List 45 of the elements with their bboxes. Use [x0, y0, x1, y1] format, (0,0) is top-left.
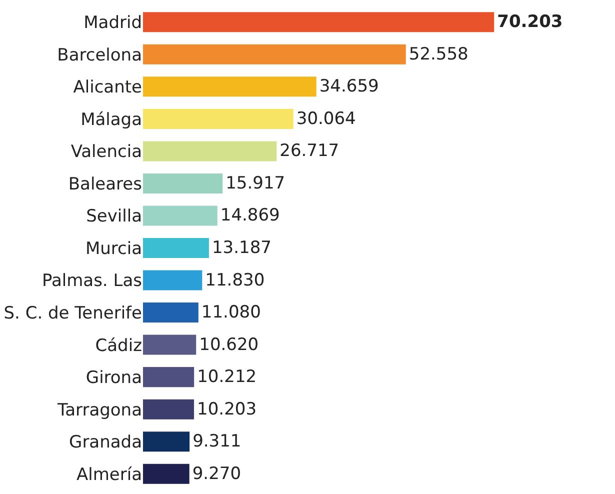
bar [143, 464, 190, 484]
data-label: 10.203 [197, 399, 257, 420]
data-label: 13.187 [212, 238, 272, 258]
data-label: 52.558 [408, 44, 468, 64]
data-label: 26.717 [280, 141, 340, 162]
bar [143, 399, 194, 420]
y-tick-label: Murcia [85, 238, 142, 259]
y-tick-label: Alicante [73, 78, 142, 98]
data-label: 11.080 [201, 302, 261, 323]
bar [143, 302, 198, 323]
y-tick-label: Málaga [80, 110, 142, 130]
y-tick-label: Cádiz [95, 336, 142, 356]
bar [143, 334, 196, 355]
bar [143, 270, 202, 290]
bar [143, 76, 316, 97]
bar [143, 108, 294, 129]
data-label: 15.917 [226, 173, 286, 194]
data-label: 9.270 [192, 464, 242, 484]
data-label: 34.659 [319, 76, 379, 97]
y-tick-label: Barcelona [57, 45, 142, 66]
y-tick-label: Baleares [68, 174, 142, 194]
y-tick-label: Granada [69, 432, 142, 453]
y-tick-label: S. C. de Tenerife [4, 303, 142, 324]
y-tick-label: Girona [86, 368, 142, 388]
bar [143, 206, 218, 226]
bar [143, 12, 494, 32]
bar [143, 432, 190, 452]
y-tick-label: Tarragona [56, 400, 142, 420]
data-label: 11.830 [205, 270, 265, 290]
y-tick-label: Palmas. Las [42, 271, 142, 292]
data-label: 30.064 [296, 108, 356, 129]
data-label: 14.869 [220, 206, 280, 226]
data-label: 70.203 [497, 12, 563, 32]
data-label: 10.620 [199, 334, 259, 355]
y-tick-label: Madrid [84, 13, 142, 34]
y-tick-label: Sevilla [86, 206, 142, 227]
bar [143, 173, 223, 194]
y-tick-label: Valencia [70, 142, 142, 162]
y-tick-label: Almería [76, 464, 142, 485]
bar [143, 238, 209, 258]
bar [143, 44, 406, 64]
bar [143, 367, 194, 388]
bar [143, 141, 277, 162]
data-label: 9.311 [192, 432, 242, 452]
data-label: 10.212 [197, 367, 257, 388]
